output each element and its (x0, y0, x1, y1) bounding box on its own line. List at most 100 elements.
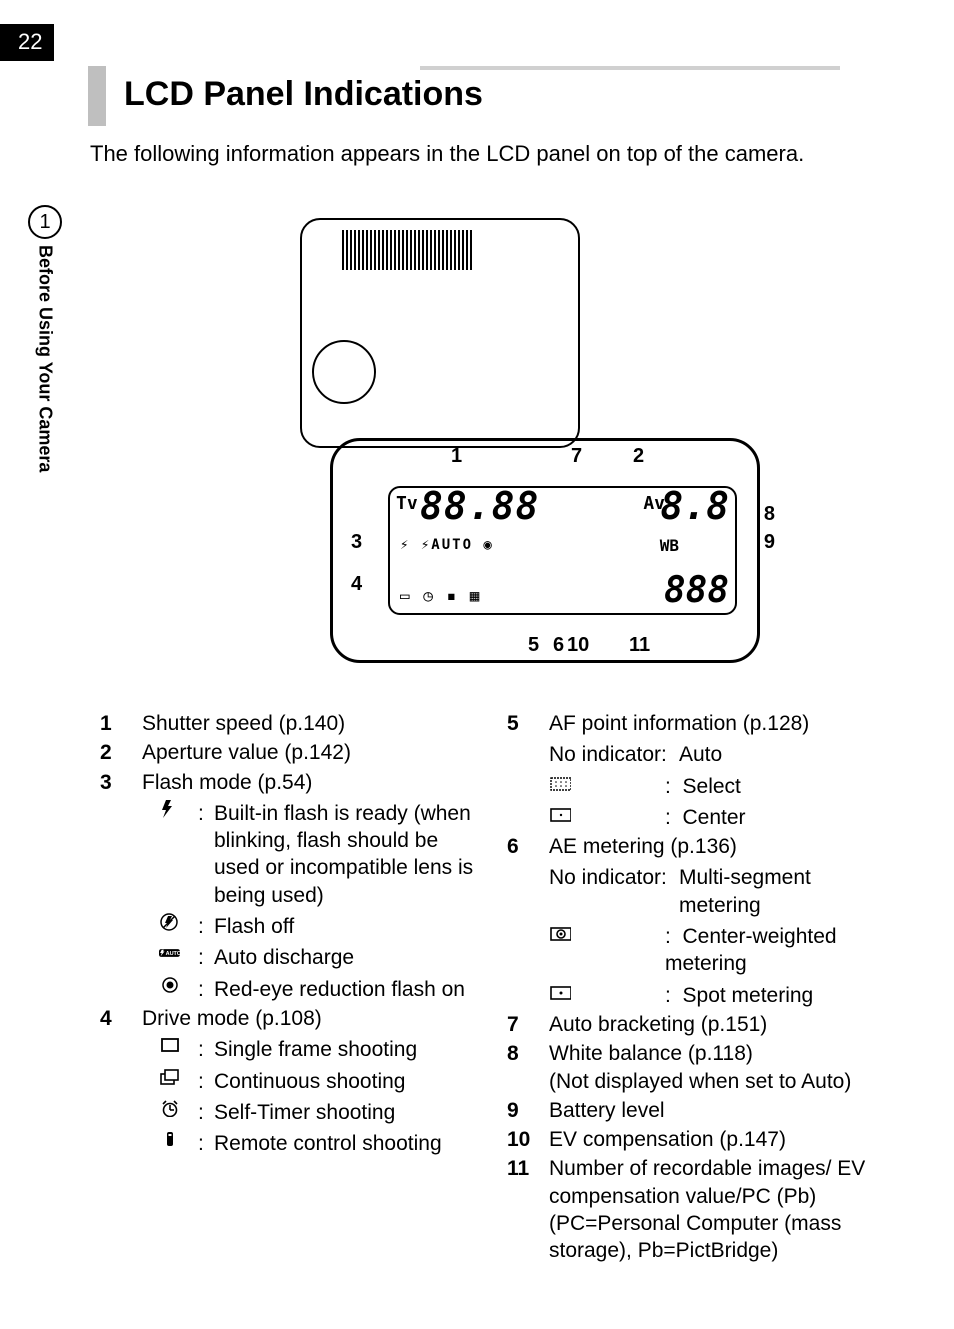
legend-number: 1 (100, 710, 142, 737)
lcd-inner: Tv 88.88 Av 8.8 ⚡ ⚡AUTO ◉ WB ▭ ◷ ▪ ▦ 888 (388, 486, 737, 615)
legend-subentry: : Spot metering (507, 980, 884, 1009)
legend-title: EV compensation (p.147) (549, 1126, 884, 1153)
lcd-tv-label: Tv (396, 492, 418, 515)
remote-icon (142, 1130, 198, 1157)
legend-title: AE metering (p.136) (549, 833, 884, 860)
legend-subtext: Auto (679, 741, 884, 768)
colon: : (198, 976, 214, 1003)
colon: : (198, 1130, 214, 1157)
legend-entry: 3 Flash mode (p.54) (100, 769, 477, 796)
flash-icon (142, 800, 198, 909)
callout-6: 6 (553, 632, 564, 658)
timer-icon (142, 1099, 198, 1126)
colon: : (198, 1036, 214, 1063)
legend-subentry: : Center-weighted metering (507, 921, 884, 978)
legend-entry: 4 Drive mode (p.108) (100, 1005, 477, 1032)
callout-7: 7 (571, 443, 582, 469)
page-number: 22 (0, 24, 54, 61)
legend-subentry: : Continuous shooting (100, 1066, 477, 1095)
redeye-icon (142, 976, 198, 1003)
legend-subtext: : Spot metering (665, 982, 884, 1009)
colon: : (198, 944, 214, 971)
legend-entry: 11Number of recordable images/ EV compen… (507, 1155, 884, 1264)
page-heading: LCD Panel Indications (88, 66, 854, 126)
legend-entry: 1 Shutter speed (p.140) (100, 710, 477, 737)
colon: : (198, 1068, 214, 1095)
legend-subtext: : Select (665, 773, 884, 800)
callout-4: 4 (351, 571, 362, 597)
legend-subentry: No indicator:Auto (507, 739, 884, 768)
legend-number: 2 (100, 739, 142, 766)
legend-number: 9 (507, 1097, 549, 1124)
legend-subtext: Remote control shooting (214, 1130, 477, 1157)
legend-title: Drive mode (p.108) (142, 1005, 477, 1032)
legend-subtext: Flash off (214, 913, 477, 940)
legend-number: 6 (507, 833, 549, 860)
center-weight-icon (549, 923, 665, 978)
legend-number: 8 (507, 1040, 549, 1095)
center-frame-icon (549, 804, 665, 831)
legend-subtext: Red-eye reduction flash on (214, 976, 477, 1003)
legend-title: Number of recordable images/ EV compensa… (549, 1155, 884, 1264)
legend-subentry: No indicator:Multi-segment metering (507, 862, 884, 919)
legend-title: AF point information (p.128) (549, 710, 884, 737)
legend-number: 5 (507, 710, 549, 737)
single-icon (142, 1036, 198, 1063)
legend-subentry: : Red-eye reduction flash on (100, 974, 477, 1003)
legend-title: Auto bracketing (p.151) (549, 1011, 884, 1038)
legend-number: 7 (507, 1011, 549, 1038)
legend-entry: 10EV compensation (p.147) (507, 1126, 884, 1153)
chapter-title: Before Using Your Camera (33, 245, 56, 472)
legend-subtext: Auto discharge (214, 944, 477, 971)
lcd-bottom-icons: ▭ ◷ ▪ ▦ (400, 586, 481, 607)
legend-subtext: Built-in flash is ready (when blinking, … (214, 800, 477, 909)
legend-subentry: : Select (507, 771, 884, 800)
legend-entry: 9Battery level (507, 1097, 884, 1124)
legend-columns: 1 Shutter speed (p.140)2 Aperture value … (100, 710, 884, 1267)
lcd-wb-label: WB (660, 536, 679, 557)
lcd-av-digits: 8.8 (660, 482, 729, 531)
lcd-panel-callout: 1 7 2 8 9 3 4 5 6 10 11 Tv 88.88 Av 8.8 … (330, 438, 760, 663)
callout-8: 8 (764, 501, 775, 527)
callout-3: 3 (351, 529, 362, 555)
intro-text: The following information appears in the… (90, 140, 884, 169)
legend-left: 1 Shutter speed (p.140)2 Aperture value … (100, 710, 477, 1267)
legend-subentry: : Built-in flash is ready (when blinking… (100, 798, 477, 909)
legend-title: Aperture value (p.142) (142, 739, 477, 766)
legend-entry: 7Auto bracketing (p.151) (507, 1011, 884, 1038)
flash-off-icon (142, 913, 198, 940)
legend-sublabel: No indicator: (549, 864, 679, 919)
heading-top-line (420, 66, 840, 70)
legend-subtext: Single frame shooting (214, 1036, 477, 1063)
select-grid-icon (549, 773, 665, 800)
heading-rule (88, 66, 106, 126)
lcd-tv-digits: 88.88 (420, 482, 539, 531)
callout-1: 1 (451, 443, 462, 469)
callout-5: 5 (528, 632, 539, 658)
callout-10: 10 (567, 632, 589, 658)
legend-entry: 5AF point information (p.128) (507, 710, 884, 737)
legend-title: Shutter speed (p.140) (142, 710, 477, 737)
callout-9: 9 (764, 529, 775, 555)
legend-number: 3 (100, 769, 142, 796)
legend-number: 10 (507, 1126, 549, 1153)
legend-right: 5AF point information (p.128) No indicat… (507, 710, 884, 1267)
legend-entry: 8White balance (p.118)(Not displayed whe… (507, 1040, 884, 1095)
legend-number: 4 (100, 1005, 142, 1032)
lcd-mid-icons: ⚡ ⚡AUTO ◉ (400, 536, 494, 554)
legend-subentry: : Center (507, 802, 884, 831)
callout-2: 2 (633, 443, 644, 469)
legend-number: 11 (507, 1155, 549, 1264)
legend-title: Flash mode (p.54) (142, 769, 477, 796)
colon: : (198, 1099, 214, 1126)
chapter-badge: 1 (28, 205, 62, 239)
legend-subentry: : Remote control shooting (100, 1128, 477, 1157)
legend-subtext: Multi-segment metering (679, 864, 884, 919)
legend-subentry: : Single frame shooting (100, 1034, 477, 1063)
camera-diagram: 1 7 2 8 9 3 4 5 6 10 11 Tv 88.88 Av 8.8 … (140, 185, 780, 695)
side-tab: 1 Before Using Your Camera (28, 205, 62, 472)
continuous-icon (142, 1068, 198, 1095)
legend-title: Battery level (549, 1097, 884, 1124)
legend-subentry: : Self-Timer shooting (100, 1097, 477, 1126)
camera-outline (300, 218, 580, 448)
